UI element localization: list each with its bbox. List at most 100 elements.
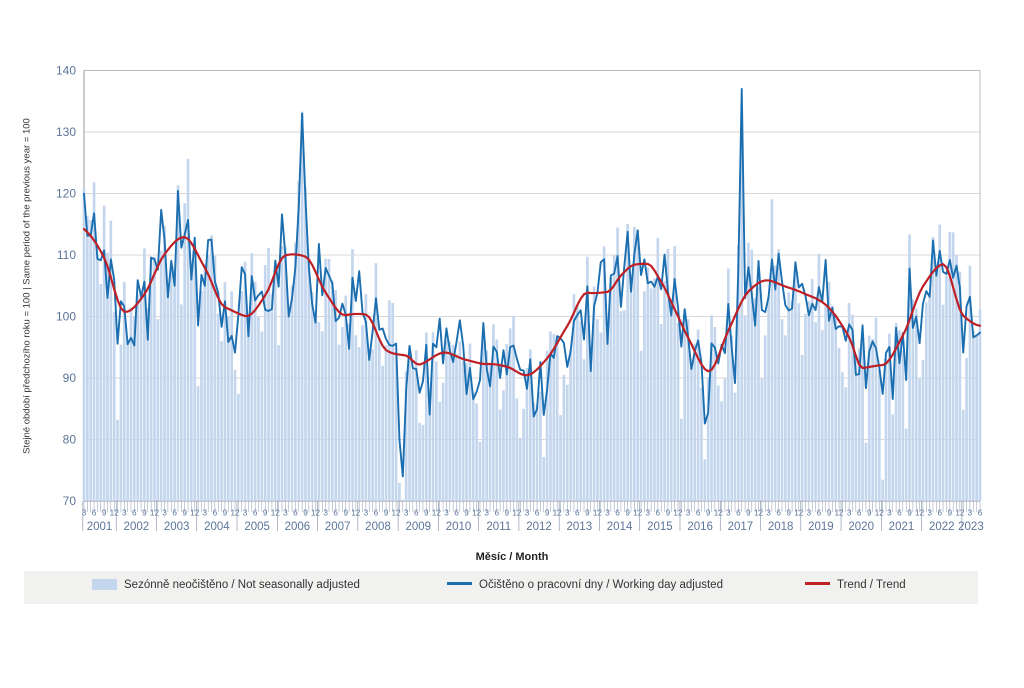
svg-text:120: 120 bbox=[56, 187, 76, 201]
svg-text:110: 110 bbox=[57, 248, 76, 262]
svg-text:12: 12 bbox=[673, 509, 683, 518]
svg-text:6: 6 bbox=[736, 509, 741, 518]
svg-text:3: 3 bbox=[243, 509, 248, 518]
svg-text:6: 6 bbox=[132, 509, 137, 518]
svg-text:6: 6 bbox=[172, 509, 177, 518]
svg-text:12: 12 bbox=[472, 509, 482, 518]
svg-text:2009: 2009 bbox=[405, 521, 431, 533]
svg-text:12: 12 bbox=[794, 509, 804, 518]
svg-text:6: 6 bbox=[92, 509, 97, 518]
svg-text:12: 12 bbox=[875, 509, 885, 518]
svg-text:9: 9 bbox=[142, 509, 147, 518]
svg-text:130: 130 bbox=[56, 125, 76, 139]
svg-text:2017: 2017 bbox=[728, 521, 754, 533]
svg-text:9: 9 bbox=[948, 509, 953, 518]
svg-text:70: 70 bbox=[63, 494, 77, 508]
svg-text:9: 9 bbox=[545, 509, 550, 518]
svg-text:12: 12 bbox=[110, 509, 120, 518]
svg-text:2021: 2021 bbox=[889, 521, 915, 533]
svg-text:2004: 2004 bbox=[204, 521, 230, 533]
svg-text:3: 3 bbox=[484, 509, 489, 518]
svg-text:2005: 2005 bbox=[244, 521, 270, 533]
svg-text:3: 3 bbox=[645, 509, 650, 518]
svg-text:9: 9 bbox=[625, 509, 630, 518]
svg-text:9: 9 bbox=[746, 509, 751, 518]
svg-text:6: 6 bbox=[817, 509, 822, 518]
svg-text:90: 90 bbox=[63, 371, 77, 385]
svg-text:9: 9 bbox=[343, 509, 348, 518]
svg-text:2019: 2019 bbox=[808, 521, 834, 533]
svg-text:3: 3 bbox=[444, 509, 449, 518]
svg-text:6: 6 bbox=[494, 509, 499, 518]
svg-text:2022: 2022 bbox=[929, 521, 955, 533]
svg-text:9: 9 bbox=[263, 509, 268, 518]
svg-text:9: 9 bbox=[102, 509, 107, 518]
svg-text:6: 6 bbox=[374, 509, 379, 518]
svg-text:9: 9 bbox=[867, 509, 872, 518]
svg-text:2002: 2002 bbox=[124, 521, 150, 533]
svg-text:2007: 2007 bbox=[325, 521, 351, 533]
svg-text:12: 12 bbox=[230, 509, 240, 518]
svg-text:3: 3 bbox=[686, 509, 691, 518]
svg-text:12: 12 bbox=[553, 509, 563, 518]
svg-text:3: 3 bbox=[565, 509, 570, 518]
svg-text:3: 3 bbox=[887, 509, 892, 518]
svg-text:9: 9 bbox=[585, 509, 590, 518]
svg-text:3: 3 bbox=[968, 509, 973, 518]
svg-text:6: 6 bbox=[857, 509, 862, 518]
svg-text:12: 12 bbox=[633, 509, 643, 518]
svg-text:3: 3 bbox=[807, 509, 812, 518]
svg-text:6: 6 bbox=[213, 509, 218, 518]
svg-text:3: 3 bbox=[323, 509, 328, 518]
svg-text:2008: 2008 bbox=[365, 521, 391, 533]
svg-text:9: 9 bbox=[907, 509, 912, 518]
svg-text:9: 9 bbox=[424, 509, 429, 518]
svg-text:3: 3 bbox=[605, 509, 610, 518]
svg-text:3: 3 bbox=[122, 509, 127, 518]
svg-text:9: 9 bbox=[384, 509, 389, 518]
svg-text:2003: 2003 bbox=[164, 521, 190, 533]
svg-text:6: 6 bbox=[937, 509, 942, 518]
svg-text:2010: 2010 bbox=[446, 521, 472, 533]
svg-text:12: 12 bbox=[150, 509, 160, 518]
svg-text:9: 9 bbox=[706, 509, 711, 518]
svg-text:2013: 2013 bbox=[567, 521, 593, 533]
svg-text:12: 12 bbox=[351, 509, 361, 518]
svg-text:6: 6 bbox=[656, 509, 661, 518]
svg-text:6: 6 bbox=[776, 509, 781, 518]
svg-text:2012: 2012 bbox=[526, 521, 552, 533]
svg-text:9: 9 bbox=[786, 509, 791, 518]
svg-text:80: 80 bbox=[63, 433, 77, 447]
svg-text:12: 12 bbox=[955, 509, 965, 518]
svg-text:12: 12 bbox=[271, 509, 281, 518]
svg-text:2020: 2020 bbox=[848, 521, 874, 533]
svg-text:3: 3 bbox=[283, 509, 288, 518]
svg-text:12: 12 bbox=[835, 509, 845, 518]
svg-text:6: 6 bbox=[414, 509, 419, 518]
svg-text:6: 6 bbox=[535, 509, 540, 518]
svg-text:3: 3 bbox=[203, 509, 208, 518]
svg-text:12: 12 bbox=[593, 509, 603, 518]
svg-text:100: 100 bbox=[56, 310, 76, 324]
svg-text:3: 3 bbox=[525, 509, 530, 518]
svg-text:2018: 2018 bbox=[768, 521, 794, 533]
svg-text:12: 12 bbox=[754, 509, 764, 518]
svg-text:3: 3 bbox=[404, 509, 409, 518]
svg-text:3: 3 bbox=[162, 509, 167, 518]
svg-text:6: 6 bbox=[454, 509, 459, 518]
svg-text:3: 3 bbox=[927, 509, 932, 518]
svg-text:2014: 2014 bbox=[607, 521, 633, 533]
svg-text:3: 3 bbox=[364, 509, 369, 518]
svg-text:12: 12 bbox=[392, 509, 402, 518]
svg-text:12: 12 bbox=[714, 509, 724, 518]
svg-text:2006: 2006 bbox=[285, 521, 311, 533]
svg-text:9: 9 bbox=[464, 509, 469, 518]
svg-text:2015: 2015 bbox=[647, 521, 673, 533]
svg-text:3: 3 bbox=[766, 509, 771, 518]
svg-text:12: 12 bbox=[915, 509, 925, 518]
svg-text:12: 12 bbox=[190, 509, 200, 518]
svg-text:3: 3 bbox=[726, 509, 731, 518]
svg-text:6: 6 bbox=[615, 509, 620, 518]
svg-text:12: 12 bbox=[432, 509, 442, 518]
svg-text:12: 12 bbox=[512, 509, 522, 518]
